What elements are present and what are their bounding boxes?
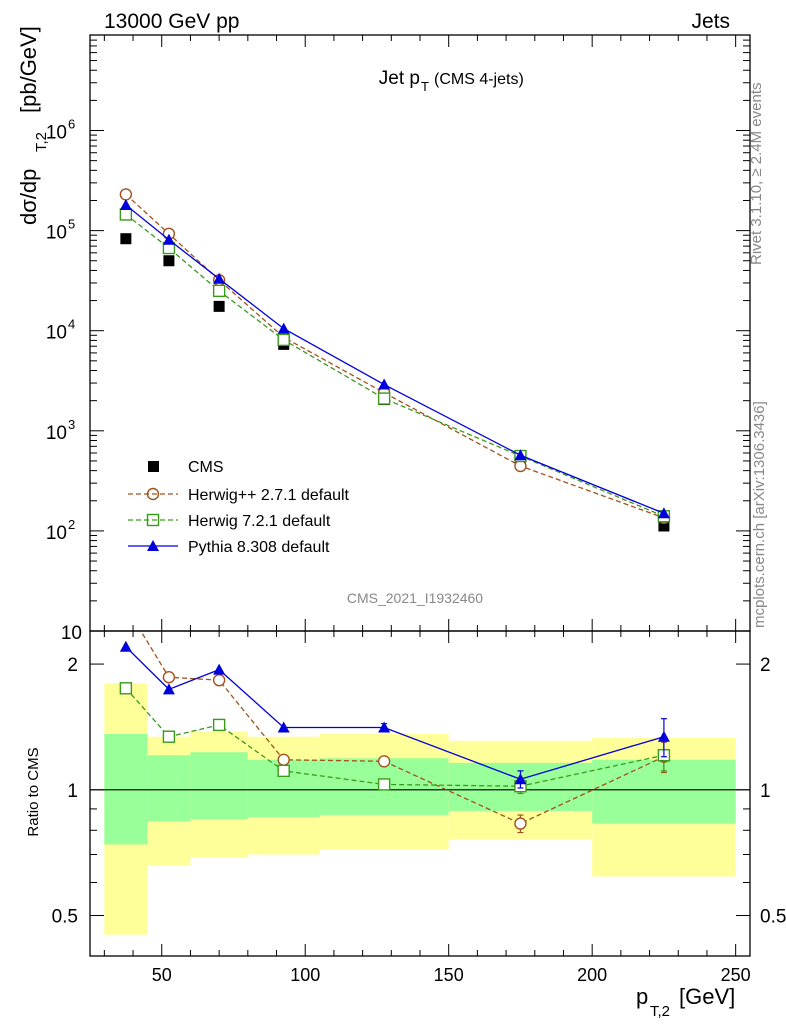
x-tick-label-250: 250: [721, 965, 751, 985]
y-tick-label-top-exp-5: 6: [68, 117, 75, 132]
ratio-series-0-point-3: [277, 753, 290, 766]
y-tick-label-ratio-0.5: 0.5: [52, 907, 78, 928]
y-tick-label-top-exp-4: 5: [68, 217, 75, 232]
ratio-series-2: [119, 640, 670, 789]
x-tick-label-200: 200: [577, 965, 607, 985]
legend-label-pythia: Pythia 8.308 default: [188, 539, 330, 556]
y-tick-label-top-2: 10: [46, 423, 67, 444]
y-tick-label-top-1: 10: [46, 523, 67, 544]
ratio-series-2-point-4: [378, 721, 391, 733]
x-tick-label-150: 150: [434, 965, 464, 985]
legend-label-herwigpp: Herwig++ 2.7.1 default: [188, 487, 350, 504]
legend-marker-herwigpp: [146, 487, 160, 501]
series-3-point-4: [378, 378, 391, 390]
chart-title: Jet p: [379, 68, 420, 89]
legend-marker-herwig7: [146, 513, 160, 527]
header-left: 13000 GeV pp: [104, 10, 239, 33]
legend-label-cms: CMS: [188, 459, 224, 476]
y-tick-label-ratio-right-2: 2: [760, 655, 771, 676]
series-2-point-2: [212, 284, 226, 298]
y-tick-label-top-4: 10: [46, 223, 67, 244]
y-axis-label-unit: [pb/GeV]: [16, 26, 41, 113]
series-2-point-4: [377, 392, 391, 405]
ratio-series-0-point-1: [162, 671, 176, 684]
y-tick-label-ratio-2: 2: [67, 655, 78, 676]
series-0-point-6: [658, 520, 670, 532]
y-axis-label-sub: T,2: [33, 132, 50, 152]
ratio-series-1-point-4: [377, 778, 391, 791]
x-axis-label: p T,2 [GeV]: [636, 984, 735, 1020]
x-axis-label-main: p: [636, 984, 648, 1009]
series-3-point-2: [213, 272, 226, 284]
ratio-series-2-point-3: [277, 721, 290, 733]
series-2-point-0: [119, 208, 133, 221]
ratio-series-0-point-0: [120, 601, 131, 612]
y-tick-label-ratio-1: 1: [67, 781, 78, 802]
y-tick-label-top-0: 10: [61, 623, 82, 644]
series-layer: [119, 188, 671, 834]
legend-marker-cms: [148, 461, 159, 472]
legend: CMS Herwig++ 2.7.1 default Herwig 7.2.1 …: [128, 459, 350, 556]
series-0-point-0: [120, 233, 132, 245]
x-tick-label-50: 50: [152, 965, 172, 985]
side-text-upper: Rivet 3.1.10, ≥ 2.4M events: [748, 83, 765, 266]
ratio-uncertainty-bands: [90, 683, 750, 935]
legend-marker-pythia: [147, 540, 159, 551]
series-3-point-3: [277, 322, 290, 334]
y-tick-label-top-3: 10: [46, 323, 67, 344]
ratio-series-1-point-2: [212, 718, 226, 732]
ratio-series-2-point-5: [514, 773, 527, 785]
legend-item-pythia: Pythia 8.308 default: [128, 539, 330, 556]
series-3-point-5: [514, 449, 527, 461]
chart-title-subscript: T: [421, 79, 429, 94]
ratio-series-2-point-0: [119, 640, 132, 652]
ratio-series-1-point-1: [162, 730, 176, 743]
header-right: Jets: [691, 10, 730, 33]
ratio-series-2-point-2: [213, 663, 226, 675]
y-tick-label-top-5: 10: [46, 123, 67, 144]
series-0-point-2: [213, 300, 225, 312]
series-3-point-0: [119, 199, 132, 211]
x-axis-label-unit: [GeV]: [679, 984, 735, 1009]
ratio-series-0-point-4: [377, 755, 391, 768]
y-axis-label-top: dσ/dp T,2 [pb/GeV]: [16, 26, 50, 225]
side-text-lower: mcplots.cern.ch [arXiv:1306.3436]: [751, 401, 768, 628]
series-3-point-1: [162, 233, 175, 245]
y-axis-label-main: dσ/dp: [16, 169, 41, 225]
legend-item-herwigpp: Herwig++ 2.7.1 default: [128, 487, 350, 504]
series-3-point-6: [657, 507, 670, 519]
ratio-series-1-point-3: [277, 764, 290, 778]
chart-title-extra: (CMS 4-jets): [434, 71, 524, 88]
legend-label-herwig7: Herwig 7.2.1 default: [188, 513, 331, 530]
ratio-series-0-point-2: [212, 673, 226, 687]
analysis-label: CMS_2021_I1932460: [347, 590, 483, 606]
x-axis-label-sub: T,2: [650, 1003, 670, 1020]
y-tick-label-top-exp-3: 4: [68, 317, 75, 332]
ratio-series-1-point-0: [119, 682, 133, 695]
y-tick-label-top-exp-2: 3: [68, 417, 75, 432]
series-0-point-1: [163, 255, 175, 267]
series-3: [119, 199, 670, 519]
legend-item-herwig7: Herwig 7.2.1 default: [128, 513, 331, 530]
y-tick-label-ratio-right-1: 1: [760, 781, 771, 802]
series-2-point-3: [277, 333, 290, 347]
band-inner-bin-2: [190, 752, 248, 820]
ratio-series-2-point-1: [162, 683, 175, 695]
ratio-series-0-point-5: [514, 817, 527, 830]
y-tick-label-ratio-right-0.5: 0.5: [760, 907, 786, 928]
ratio-series-2-point-6: [657, 730, 670, 742]
legend-item-cms: CMS: [148, 459, 224, 476]
y-tick-label-top-exp-1: 2: [68, 517, 75, 532]
y-axis-label-ratio: Ratio to CMS: [25, 747, 42, 836]
band-inner-bin-1: [147, 755, 191, 822]
x-tick-label-100: 100: [290, 965, 320, 985]
series-1-point-0: [119, 188, 133, 201]
